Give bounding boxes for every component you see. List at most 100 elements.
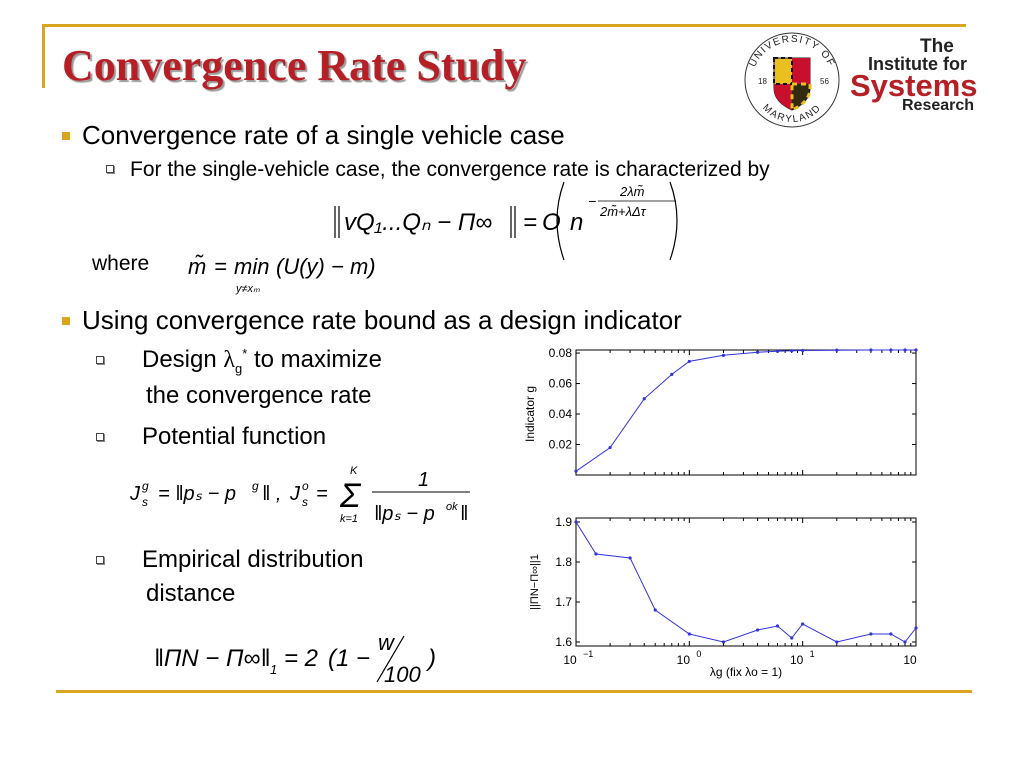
eq1-op: = xyxy=(523,209,537,236)
sub-bullet-4-line1: Empirical distribution xyxy=(142,546,364,573)
bullet-1: Convergence rate of a single vehicle cas… xyxy=(62,120,565,151)
chart1-point xyxy=(687,359,691,364)
chart2-point xyxy=(801,622,805,626)
chart2-ytick-label: 1.7 xyxy=(555,595,572,609)
eq3-frac-den-end: ‖ xyxy=(460,503,468,525)
chart2-ytick-label: 1.8 xyxy=(555,555,572,569)
eq3-mid1-end: ‖ , xyxy=(262,483,281,505)
chart2-point xyxy=(914,626,918,630)
chart2-xtick-label: 10 xyxy=(563,653,577,667)
chart1-point xyxy=(835,348,839,352)
eq3-J2-sub: s xyxy=(302,495,308,509)
chart2-point xyxy=(790,636,794,640)
chart-indicator-g: 0.02 0.04 0.06 0.08 Indicator g xyxy=(523,346,918,476)
eq3-J1-sub: s xyxy=(142,495,148,509)
sub-bullet-3-text: Potential function xyxy=(142,423,327,450)
eq3-sum-top: K xyxy=(350,465,358,477)
seal-right-year: 56 xyxy=(820,77,829,86)
eq3-J2-sup: o xyxy=(302,479,309,493)
chart2-frame xyxy=(575,517,917,647)
chart2-point xyxy=(889,632,893,636)
where-label: where xyxy=(92,252,150,275)
bullet-2: Using convergence rate bound as a design… xyxy=(62,305,682,336)
eq1-lhs: vQ₁...Qₙ − Π∞ xyxy=(344,209,492,236)
eq3-J1-sup: g xyxy=(142,479,149,493)
chart2-point xyxy=(869,632,873,636)
chart1-point xyxy=(775,349,780,353)
eq3-mid1-sup: g xyxy=(252,479,259,493)
chart1-ytick-label: 0.02 xyxy=(549,438,573,452)
chart2-point xyxy=(574,520,578,524)
chart1-point xyxy=(801,348,805,353)
chart2-point xyxy=(594,552,598,556)
chart2-point xyxy=(653,608,657,612)
chart2-xtick-exp: 0 xyxy=(696,649,701,659)
eq4-paren: (1 − xyxy=(328,645,370,672)
chart2-xlabel: λg (fix λo = 1) xyxy=(710,665,782,679)
eq3-J2: J xyxy=(289,483,301,505)
chart2-point xyxy=(775,624,780,628)
sub-bullet-2-line2: the convergence rate xyxy=(146,382,372,409)
eq4-w: w xyxy=(378,630,396,655)
umd-seal-icon: UNIVERSITY OF MARYLAND 18 56 xyxy=(744,32,840,128)
sub-bullet-4: Empirical distribution xyxy=(96,546,363,574)
eq4-sub: 1 xyxy=(270,662,277,677)
eq2-op: = xyxy=(214,254,227,279)
sub-bullet-2: Design λg* to maximize xyxy=(96,346,382,376)
chart1-point xyxy=(889,348,893,352)
chart1-point xyxy=(670,372,674,376)
equation-convergence-bound: vQ₁...Qₙ − Π∞ = O n − 2λm̃ 2m̃+λΔτ xyxy=(334,181,678,261)
chart-distance: 1.61.71.81.9 10−1100101102 ||ΠN−Π∞||1 λg… xyxy=(529,515,918,679)
eq2-body: (U(y) − m) xyxy=(276,254,376,279)
chart1-point xyxy=(914,348,918,352)
chart1-point xyxy=(642,397,646,401)
chart2-point xyxy=(835,640,839,644)
equation-m-tilde: m̃ = min y≠xₘ (U(y) − m) xyxy=(188,254,376,295)
chart2-ytick-label: 1.6 xyxy=(555,635,572,649)
isr-line1: The xyxy=(920,36,954,57)
equation-empirical-distance: ‖ΠN − Π∞‖ 1 = 2 (1 − w 100 ) xyxy=(154,630,436,687)
eq1-exp-den: 2m̃+λΔτ xyxy=(599,204,647,219)
eq3-frac-den-sup: ok xyxy=(446,501,458,513)
bullet-2-text: Using convergence rate bound as a design… xyxy=(82,305,682,335)
eq2-lhs: m̃ xyxy=(188,254,206,279)
chart2-xtick-exp: 1 xyxy=(810,649,815,659)
eq1-exp-sign: − xyxy=(588,193,596,209)
eq3-equals: = xyxy=(316,483,328,505)
hollow-square-icon xyxy=(96,556,104,564)
chart1-point xyxy=(869,348,873,352)
isr-line3: Systems xyxy=(850,68,978,103)
chart1-point xyxy=(721,353,726,357)
sub-bullet-2-line1b: to maximize xyxy=(254,346,383,373)
hollow-square-icon xyxy=(96,356,104,364)
eq2-min: min xyxy=(234,254,269,279)
chart1-ytick-label: 0.04 xyxy=(549,407,573,421)
eq4-op: = 2 xyxy=(284,645,318,672)
equation-potential-function: J g s = ‖pₛ − p g ‖ , J o s = K Σ k=1 1 … xyxy=(129,465,470,525)
chart2-xtick-exp: −1 xyxy=(583,649,593,659)
chart1-point xyxy=(755,350,760,354)
sub-bullet-3: Potential function xyxy=(96,423,326,451)
eq3-frac-den: ‖pₛ − p xyxy=(374,503,435,525)
top-rule xyxy=(42,24,966,27)
seal-left-year: 18 xyxy=(758,77,767,86)
chart1-point xyxy=(574,469,578,473)
eq1-n: n xyxy=(570,209,583,236)
chart2-ytick-label: 1.9 xyxy=(555,515,572,529)
sub-bullet-1: For the single-vehicle case, the converg… xyxy=(106,158,770,182)
isr-line4: Research xyxy=(902,97,974,114)
bullet-square-icon xyxy=(62,132,70,140)
lambda-sub: g xyxy=(235,360,243,376)
hollow-square-icon xyxy=(106,165,114,173)
sub-bullet-2-line1: Design xyxy=(142,346,217,373)
chart1-point xyxy=(903,348,907,352)
eq2-under: y≠xₘ xyxy=(235,283,260,295)
bullet-square-icon xyxy=(62,317,70,325)
eq3-frac-num: 1 xyxy=(418,469,429,491)
chart1-frame xyxy=(575,349,917,476)
chart2-point xyxy=(755,628,760,632)
eq3-mid1: = ‖pₛ − p xyxy=(158,483,236,505)
eq3-sum-bot: k=1 xyxy=(340,513,358,525)
hollow-square-icon xyxy=(96,433,104,441)
bullet-1-text: Convergence rate of a single vehicle cas… xyxy=(82,120,565,150)
